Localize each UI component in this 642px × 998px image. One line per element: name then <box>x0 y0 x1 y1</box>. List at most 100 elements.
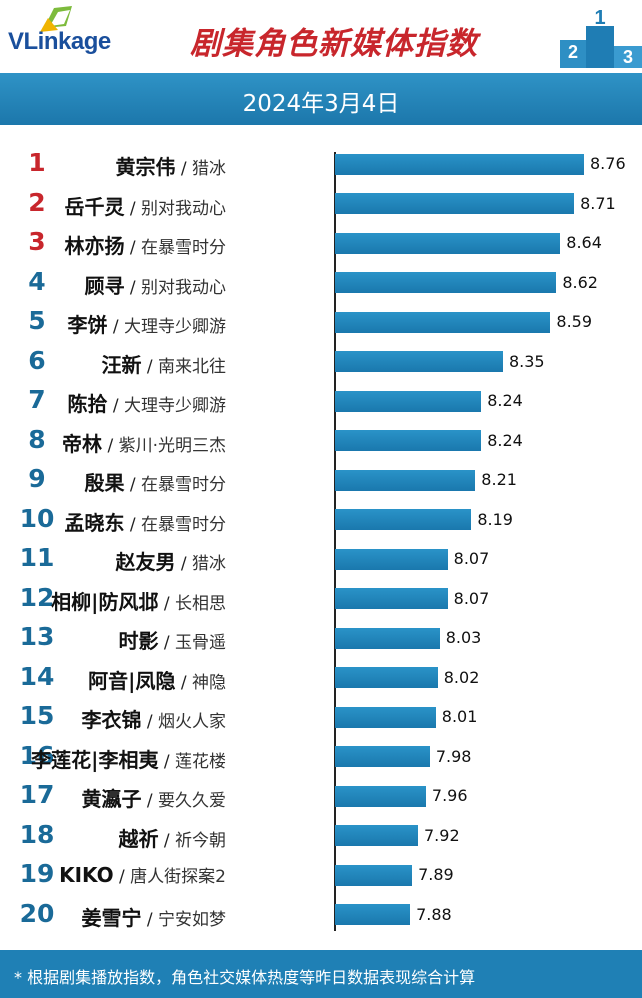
podium-icon: 2 1 3 <box>560 7 642 68</box>
bar-value-label-10: 8.19 <box>477 509 513 529</box>
separator: / <box>124 198 141 219</box>
drama-title: 在暴雪时分 <box>141 475 226 495</box>
bar-16 <box>335 746 430 767</box>
character-label-6: 汪新 / 南来北往 <box>101 349 226 378</box>
rank-number-19: 19 <box>19 859 55 888</box>
character-label-15: 李衣锦 / 烟火人家 <box>81 704 226 733</box>
rank-number-16: 16 <box>19 740 55 770</box>
separator: / <box>175 672 192 693</box>
bar-1 <box>335 153 584 175</box>
separator: / <box>124 238 141 258</box>
drama-title: 烟火人家 <box>158 712 226 732</box>
drama-title: 别对我动心 <box>141 198 226 219</box>
bar-value-label-4: 8.62 <box>562 272 598 292</box>
drama-title: 别对我动心 <box>141 277 226 298</box>
bar-14 <box>335 667 438 688</box>
logo-mark-icon <box>40 6 72 32</box>
bar-17 <box>335 785 426 807</box>
rank-number-10: 10 <box>19 503 55 533</box>
bar-2 <box>335 193 575 214</box>
separator: / <box>158 830 175 851</box>
separator: / <box>158 751 175 772</box>
bar-value-label-5: 8.59 <box>556 312 593 331</box>
separator: / <box>141 791 158 811</box>
character-label-2: 岳千灵 / 别对我动心 <box>64 191 226 220</box>
drama-title: 莲花楼 <box>175 751 226 772</box>
bar-3 <box>335 232 561 254</box>
bar-8 <box>335 430 482 451</box>
character-name: 孟晓东 <box>64 510 125 535</box>
chart-axis-line <box>334 151 336 931</box>
drama-title: 紫川·光明三杰 <box>118 435 226 456</box>
separator: / <box>175 554 192 574</box>
rank-number-11: 11 <box>19 543 55 572</box>
character-label-3: 林亦扬 / 在暴雪时分 <box>64 230 226 259</box>
bar-15 <box>335 706 436 728</box>
logo-text: VLinkage <box>8 28 111 55</box>
header: VLinkage 剧集角色新媒体指数 2 1 3 <box>0 0 642 72</box>
character-name: 李衣锦 <box>81 708 142 732</box>
character-label-13: 时影 / 玉骨遥 <box>118 625 226 654</box>
bar-value-label-20: 7.88 <box>416 904 452 924</box>
rank-number-1: 1 <box>28 148 46 177</box>
character-name: 陈拾 <box>67 392 108 416</box>
bar-12 <box>335 588 448 609</box>
bar-value-label-6: 8.35 <box>508 351 545 371</box>
bar-13 <box>335 627 440 649</box>
podium-label-3: 3 <box>623 47 633 67</box>
drama-title: 猎冰 <box>192 159 226 179</box>
separator: / <box>107 396 124 416</box>
character-name: 殷果 <box>84 471 125 495</box>
podium-label-2: 2 <box>568 42 578 62</box>
rank-number-20: 20 <box>19 898 55 928</box>
drama-title: 要久久爱 <box>158 791 226 811</box>
bar-value-label-12: 8.07 <box>453 588 490 608</box>
drama-title: 祈今朝 <box>175 830 226 851</box>
rank-number-14: 14 <box>19 661 55 691</box>
separator: / <box>124 514 141 535</box>
drama-title: 在暴雪时分 <box>141 238 226 258</box>
character-label-20: 姜雪宁 / 宁安如梦 <box>81 902 226 931</box>
bar-value-label-9: 8.21 <box>481 470 517 489</box>
separator: / <box>158 633 175 653</box>
footer-note: * 根据剧集播放指数，角色社交媒体热度等昨日数据表现综合计算 <box>14 968 476 987</box>
drama-title: 玉骨遥 <box>175 633 226 653</box>
bar-value-label-13: 8.03 <box>445 628 482 647</box>
footer-note-bar: * 根据剧集播放指数，角色社交媒体热度等昨日数据表现综合计算 <box>0 950 642 998</box>
drama-title: 在暴雪时分 <box>141 514 226 535</box>
rank-number-7: 7 <box>28 385 46 414</box>
bar-11 <box>335 548 448 570</box>
bar-value-label-14: 8.02 <box>443 667 480 687</box>
rank-number-18: 18 <box>19 819 55 849</box>
separator: / <box>141 712 158 732</box>
character-name: 相柳|防风邶 <box>51 589 159 614</box>
date-label: 2024年3月4日 <box>242 91 400 117</box>
drama-title: 神隐 <box>192 672 226 693</box>
separator: / <box>141 909 158 930</box>
bar-4 <box>335 272 557 293</box>
rank-number-15: 15 <box>19 701 55 730</box>
bar-6 <box>335 351 503 372</box>
separator: / <box>175 159 192 179</box>
rank-number-2: 2 <box>28 187 46 217</box>
drama-title: 大理寺少卿游 <box>124 396 226 416</box>
character-label-4: 顾寻 / 别对我动心 <box>84 270 226 299</box>
character-label-16: 李莲花|李相夷 / 莲花楼 <box>31 744 226 773</box>
character-label-18: 越祈 / 祈今朝 <box>118 823 226 852</box>
drama-title: 猎冰 <box>192 554 226 574</box>
bar-value-label-8: 8.24 <box>487 430 523 450</box>
drama-title: 南来北往 <box>158 356 226 377</box>
drama-title: 唐人街探案2 <box>130 867 226 887</box>
character-label-8: 帝林 / 紫川·光明三杰 <box>62 428 226 457</box>
character-name: 岳千灵 <box>64 194 125 219</box>
character-name: 汪新 <box>101 352 142 377</box>
character-name: 李莲花|李相夷 <box>31 747 159 772</box>
separator: / <box>113 867 131 887</box>
bar-10 <box>335 509 472 530</box>
bar-value-label-2: 8.71 <box>580 193 616 213</box>
separator: / <box>158 593 175 614</box>
character-label-11: 赵友男 / 猎冰 <box>115 546 226 575</box>
separator: / <box>141 356 158 377</box>
rank-number-3: 3 <box>28 227 46 256</box>
drama-title: 长相思 <box>175 593 226 614</box>
